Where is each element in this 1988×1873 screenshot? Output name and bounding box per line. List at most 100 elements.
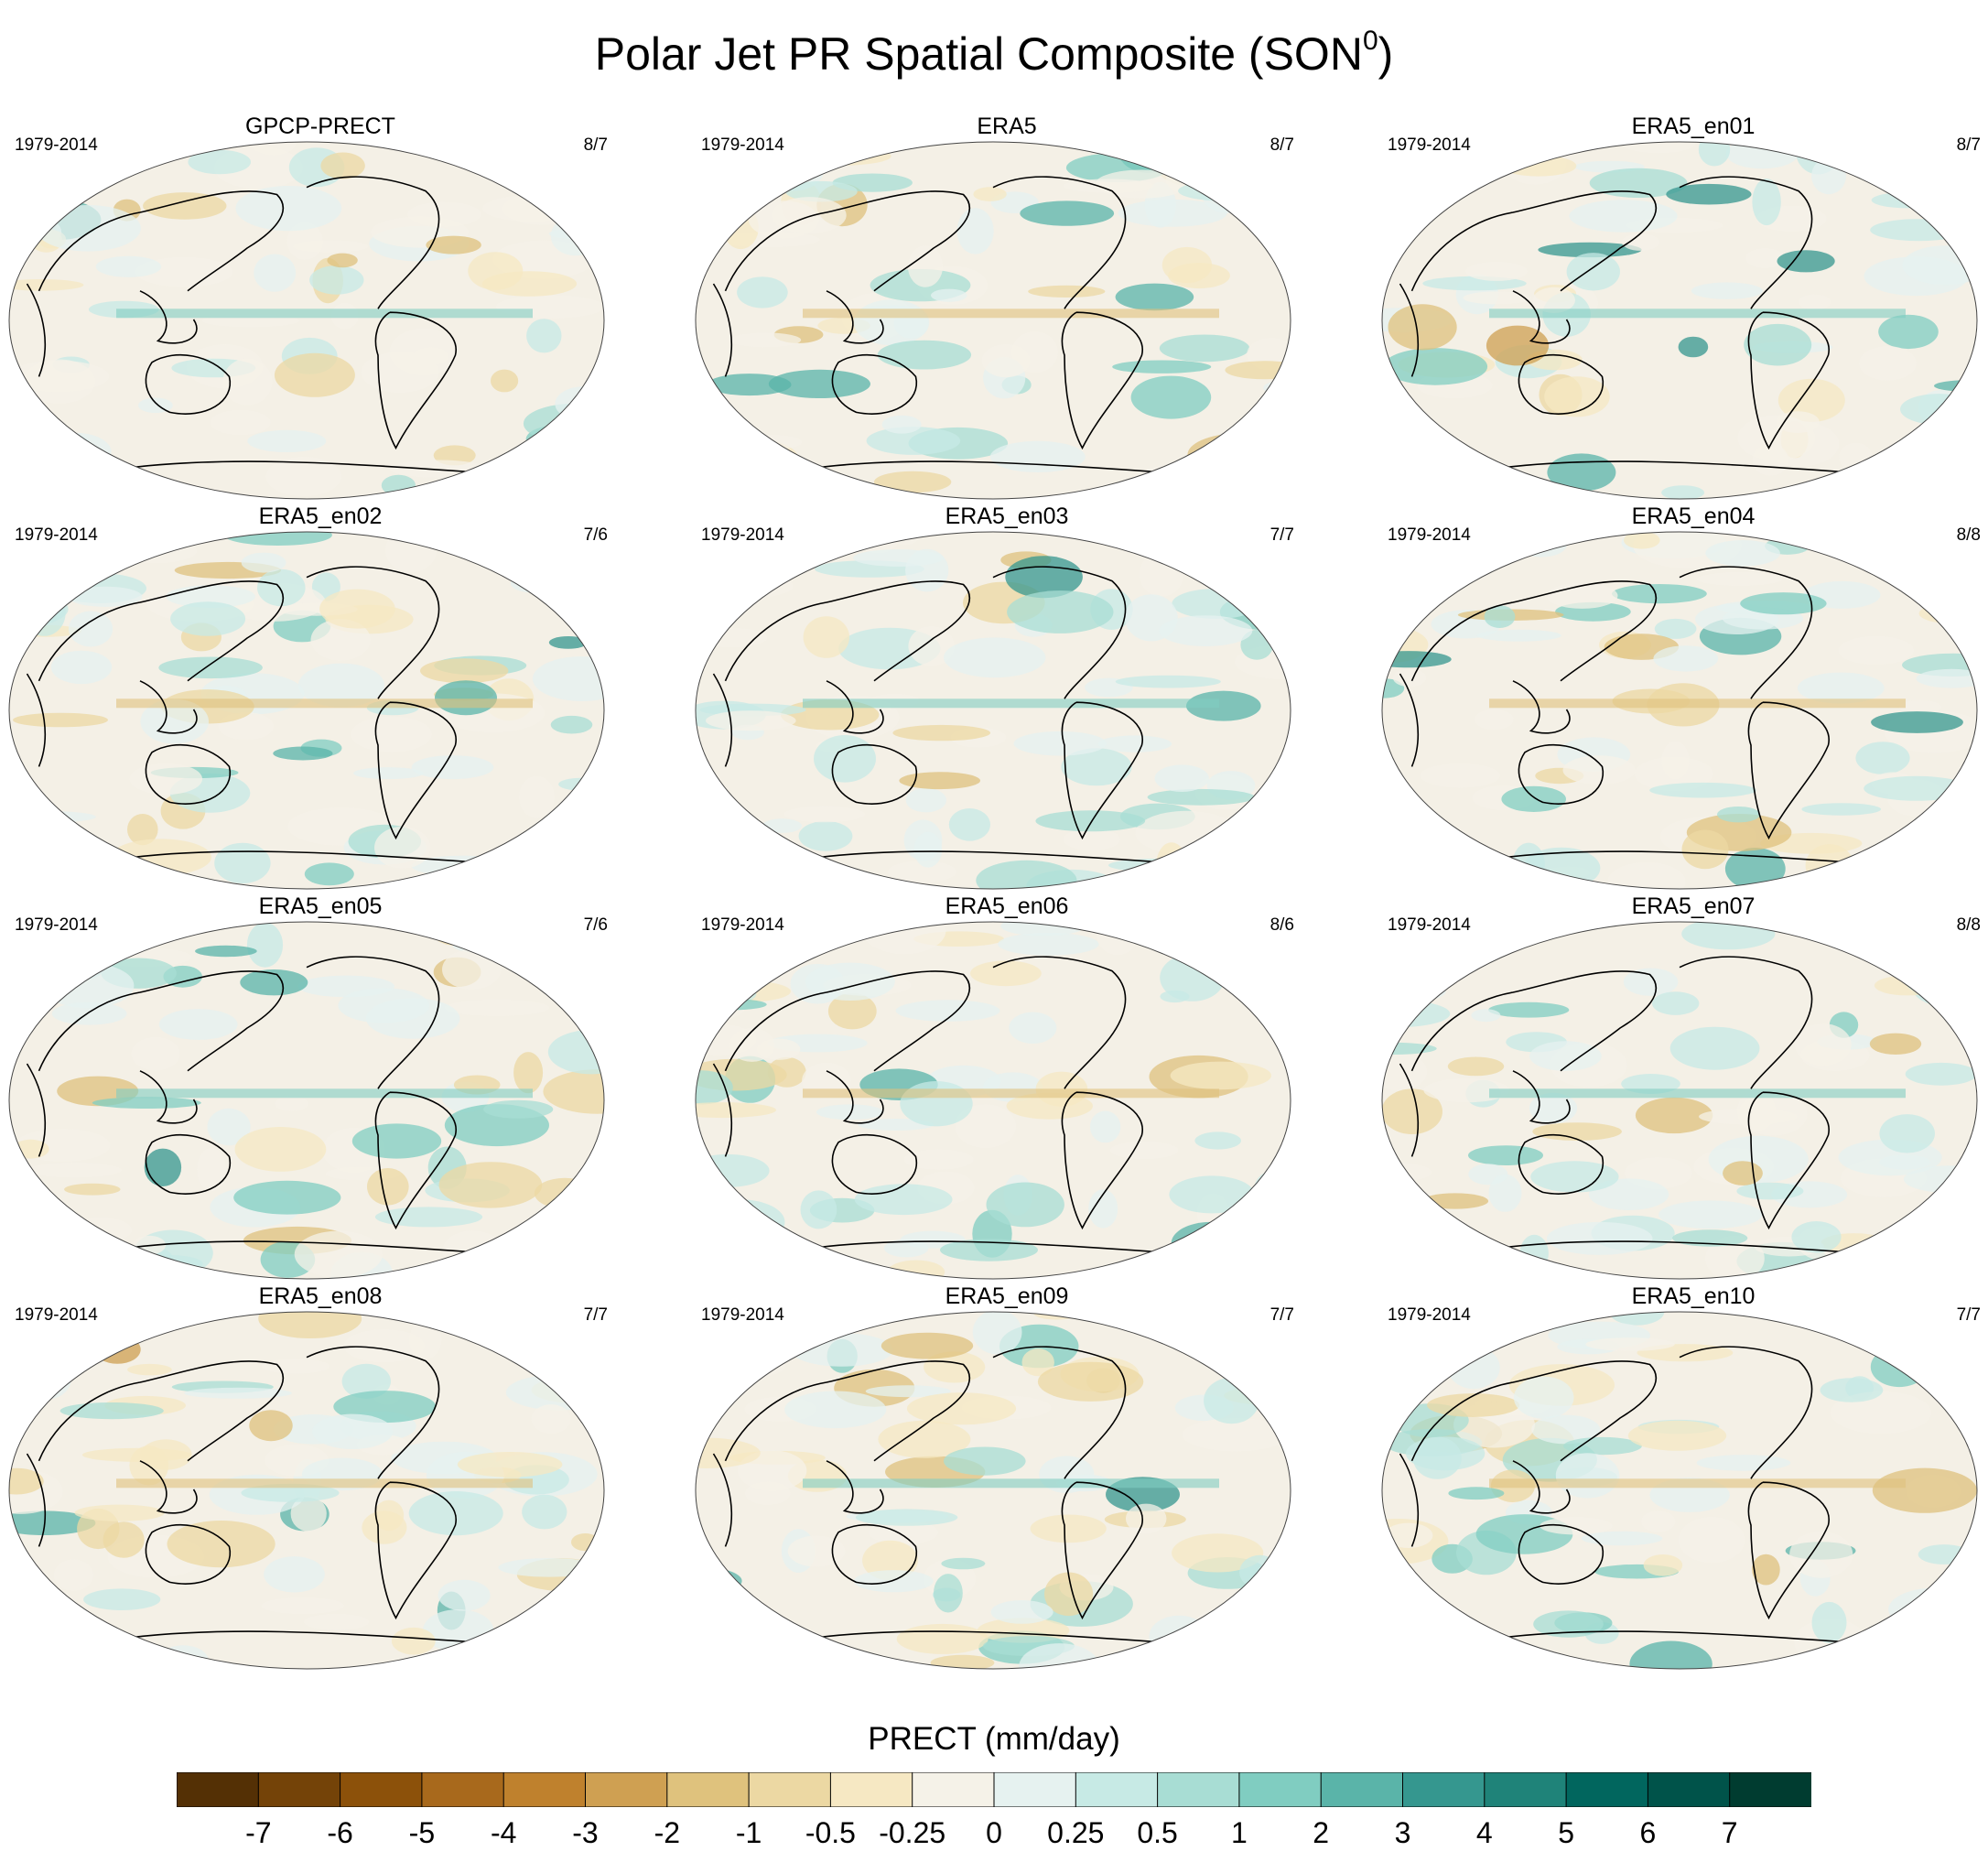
- map-panel: ERA5_en06 1979-2014 8/6: [686, 893, 1327, 1280]
- anomaly-patch: [1382, 860, 1463, 885]
- anomaly-patch: [895, 1000, 1000, 1022]
- coastline: [1399, 1453, 1420, 1547]
- anomaly-patch: [1013, 731, 1107, 756]
- coastline: [26, 673, 47, 767]
- anomaly-patch: [1170, 1061, 1271, 1090]
- anomaly-patch: [700, 991, 747, 1019]
- anomaly-patch: [195, 945, 257, 958]
- anomaly-patch: [1028, 285, 1106, 298]
- figure-title: Polar Jet PR Spatial Composite (SON0): [0, 26, 1988, 81]
- anomaly-patch: [16, 922, 92, 943]
- colorbar-tick-label: 5: [1558, 1816, 1574, 1849]
- anomaly-patch: [411, 755, 494, 780]
- anomaly-patch: [798, 820, 853, 851]
- anomaly-patch: [1531, 1414, 1601, 1445]
- anomaly-patch: [513, 148, 567, 161]
- anomaly-patch: [1875, 1229, 1933, 1248]
- anomaly-patch: [696, 1102, 776, 1119]
- anomaly-patch: [712, 151, 751, 164]
- anomaly-patch: [1745, 248, 1785, 268]
- anomaly-patch: [9, 1467, 44, 1495]
- anomaly-patch: [1530, 1161, 1619, 1193]
- coastline: [139, 1460, 198, 1514]
- anomaly-patch: [1149, 1615, 1209, 1658]
- anomaly-patch: [1382, 1593, 1450, 1640]
- anomaly-patch: [805, 962, 895, 1001]
- coastline: [724, 970, 970, 1072]
- anomaly-patch: [1805, 844, 1854, 887]
- map-border: [8, 141, 605, 500]
- anomaly-patch: [800, 1190, 837, 1229]
- anomaly-patch: [790, 1333, 893, 1367]
- anomaly-patch: [297, 663, 384, 708]
- anomaly-patch: [1532, 1122, 1622, 1141]
- anomaly-patch: [1468, 1145, 1543, 1165]
- anomaly-patch: [944, 1446, 1026, 1476]
- anomaly-patch: [1654, 618, 1697, 639]
- anomaly-patch: [1186, 690, 1261, 721]
- coastline: [712, 673, 733, 767]
- colorbar-segment: [502, 1772, 587, 1807]
- map-border: [1381, 531, 1978, 890]
- anomaly-patch: [1862, 1338, 1914, 1353]
- anomaly-patch: [309, 265, 364, 295]
- anomaly-patch: [1869, 1033, 1922, 1055]
- anomaly-patch: [1930, 1228, 1959, 1265]
- coastline: [1410, 190, 1657, 292]
- anomaly-patch: [246, 922, 284, 968]
- coastline: [1410, 970, 1657, 1072]
- panel-title: ERA5_en06: [945, 893, 1069, 919]
- anomaly-patch: [1705, 540, 1780, 567]
- colorbar-tick-label: 0.25: [1047, 1816, 1105, 1849]
- anomaly-patch: [265, 457, 342, 497]
- anomaly-patch: [37, 432, 112, 471]
- coastline: [992, 1346, 1127, 1479]
- anomaly-patch: [1108, 858, 1213, 872]
- anomaly-patch: [787, 1535, 846, 1567]
- anomaly-patch: [1382, 1646, 1469, 1669]
- anomaly-patch: [457, 1452, 563, 1478]
- coastline: [1410, 1360, 1657, 1462]
- coastline: [831, 1523, 918, 1585]
- equatorial-band: [116, 309, 533, 319]
- projected-map: [8, 531, 605, 890]
- anomaly-patch: [158, 1009, 238, 1040]
- anomaly-patch: [94, 1335, 141, 1364]
- colorbar-tick-label: -0.5: [805, 1816, 856, 1849]
- anomaly-patch: [1030, 1514, 1107, 1543]
- anomaly-patch: [1678, 1517, 1745, 1564]
- anomaly-patch: [81, 1447, 192, 1462]
- anomaly-patch: [1609, 1312, 1665, 1326]
- panel-period: 1979-2014: [701, 1305, 784, 1325]
- anomaly-patch: [743, 435, 803, 449]
- anomaly-patch: [1906, 1232, 1943, 1272]
- equatorial-band: [116, 1088, 533, 1099]
- coastline: [802, 850, 1172, 864]
- colorbar-segment: [1729, 1772, 1811, 1807]
- anomaly-patch: [1220, 532, 1256, 556]
- anomaly-patch: [1811, 1601, 1847, 1643]
- anomaly-patch: [1697, 572, 1783, 586]
- anomaly-patch: [1089, 1110, 1121, 1143]
- anomaly-patch: [881, 415, 922, 434]
- anomaly-patch: [524, 538, 604, 579]
- anomaly-patch: [222, 358, 273, 406]
- anomaly-patch: [131, 1036, 180, 1071]
- anomaly-patch: [742, 1605, 774, 1643]
- anomaly-patch: [884, 1239, 929, 1258]
- coastline: [374, 701, 457, 840]
- anomaly-patch: [1385, 180, 1417, 200]
- anomaly-patch: [522, 1494, 567, 1530]
- anomaly-patch: [1063, 828, 1120, 851]
- anomaly-patch: [571, 1533, 600, 1552]
- coastline: [26, 283, 47, 377]
- anomaly-patch: [1859, 346, 1917, 381]
- anomaly-patch: [510, 573, 557, 593]
- anomaly-patch: [233, 1180, 341, 1215]
- anomaly-patch: [551, 148, 604, 189]
- coastline: [1512, 1460, 1571, 1514]
- anomaly-patch: [990, 1600, 1053, 1624]
- anomaly-patch: [1513, 1376, 1574, 1419]
- anomaly-patch: [426, 235, 481, 254]
- coastline: [802, 460, 1172, 474]
